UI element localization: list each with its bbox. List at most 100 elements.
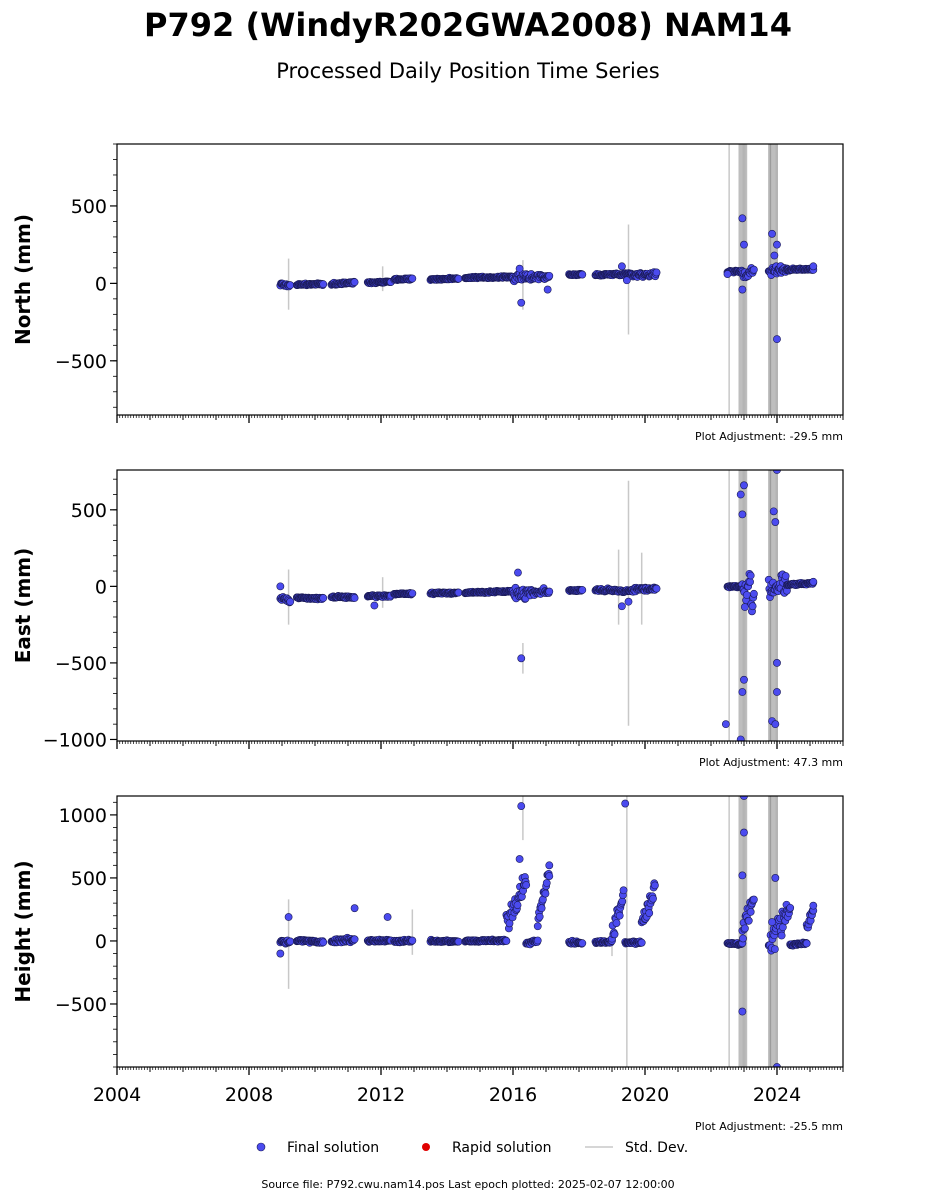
final-solution-point (746, 908, 755, 916)
final-solution-point (809, 262, 818, 271)
final-solution-point (619, 886, 628, 895)
final-solution-point (741, 924, 749, 933)
plot-area (276, 144, 818, 415)
final-solution-point (770, 945, 779, 954)
final-solution-point (771, 720, 780, 729)
final-solution-point (618, 602, 626, 611)
y-tick-label: 1000 (59, 805, 107, 827)
final-solution-point (768, 229, 776, 238)
final-solution-point (748, 602, 757, 611)
y-tick-label: −1000 (43, 729, 107, 751)
final-solution-point (513, 901, 522, 909)
final-solution-point (522, 881, 531, 889)
final-solution-point (454, 274, 463, 283)
legend-rapid-marker (422, 1143, 430, 1151)
east-panel: −1000 −500 0 500 East (mm) Plot Adjustment: 4… (11, 469, 844, 769)
final-solution-point (319, 594, 328, 602)
final-solution-point (651, 881, 659, 890)
final-solution-point (769, 507, 778, 516)
final-solution-point (773, 688, 781, 696)
plot-area (276, 796, 818, 1067)
final-solution-point (618, 262, 626, 271)
legend-final-marker (256, 1142, 266, 1152)
final-solution-point (738, 285, 747, 294)
final-solution-point (738, 688, 747, 696)
final-solution-point (535, 912, 544, 921)
y-tick-label: 0 (95, 931, 107, 953)
final-solution-point (778, 923, 787, 932)
final-solution-point (771, 874, 780, 882)
legend-rapid-label: Rapid solution (452, 1140, 552, 1156)
final-solution-point (545, 872, 554, 880)
y-tick-label: −500 (55, 351, 107, 373)
final-solution-point (624, 597, 633, 606)
final-solution-point (578, 939, 587, 948)
final-solution-point (809, 577, 818, 586)
final-solution-point (542, 879, 551, 887)
y-tick-label: 500 (71, 196, 107, 218)
final-solution-point (543, 285, 552, 294)
final-solution-point (383, 913, 392, 921)
final-solution-point (408, 936, 417, 945)
final-solution-point (773, 240, 781, 249)
final-solution-point (319, 938, 328, 947)
final-solution-point (505, 919, 514, 928)
final-solution-point (652, 584, 661, 593)
final-solution-point (533, 936, 542, 945)
final-solution-point (744, 916, 753, 925)
y-axis-label: North (mm) (11, 214, 35, 345)
plot-adjustment: Plot Adjustment: 47.3 mm (699, 756, 843, 769)
chart-title: P792 (WindyR202GWA2008) NAM14 (144, 6, 792, 44)
final-solution-point (537, 904, 546, 913)
x-tick-label: 2020 (621, 1084, 669, 1106)
final-solution-point (621, 799, 630, 808)
final-solution-point (515, 264, 524, 273)
source-footer: Source file: P792.cwu.nam14.pos Last epo… (261, 1178, 674, 1191)
y-axis-label: East (mm) (11, 548, 35, 664)
final-solution-point (738, 1007, 747, 1016)
final-solution-point (723, 270, 732, 278)
final-solution-point (454, 937, 463, 946)
final-solution-point (809, 901, 818, 910)
plot-frame (116, 469, 844, 742)
final-solution-point (802, 939, 811, 948)
x-tick-label: 2012 (357, 1084, 405, 1106)
final-solution-point (517, 298, 526, 307)
plot-area (276, 470, 818, 741)
chart-subtitle: Processed Daily Position Time Series (276, 59, 660, 83)
final-solution-point (773, 335, 781, 344)
final-solution-point (545, 861, 554, 870)
final-solution-point (750, 589, 758, 598)
final-solution-point (773, 470, 781, 474)
final-solution-point (517, 654, 526, 663)
final-solution-point (350, 935, 359, 944)
final-solution-point (408, 274, 417, 283)
legend-final-label: Final solution (287, 1140, 379, 1156)
final-solution-point (736, 735, 745, 741)
final-solution-point (768, 918, 776, 926)
final-solution-point (578, 586, 587, 594)
final-solution-point (319, 280, 328, 289)
plot-adjustment: Plot Adjustment: -29.5 mm (695, 430, 843, 443)
final-solution-point (545, 271, 554, 280)
final-solution-point (750, 895, 758, 904)
final-solution-point (645, 909, 654, 917)
final-solution-point (781, 572, 790, 580)
y-axis-label: Height (mm) (11, 860, 35, 1002)
x-tick-label: 2008 (225, 1084, 273, 1106)
final-solution-point (578, 270, 587, 279)
legend: Final solution Rapid solution Std. Dev. (256, 1140, 688, 1156)
final-solution-point (786, 903, 795, 912)
final-solution-point (612, 919, 621, 927)
final-solution-point (350, 594, 359, 602)
final-solution-point (370, 601, 379, 610)
final-solution-point (284, 913, 293, 921)
final-solution-point (622, 276, 631, 285)
x-tick-label: 2004 (93, 1084, 141, 1106)
y-tick-label: −500 (55, 994, 107, 1016)
final-solution-point (350, 278, 359, 287)
final-solution-point (515, 855, 524, 863)
final-solution-point (276, 582, 285, 591)
final-solution-point (777, 931, 786, 940)
